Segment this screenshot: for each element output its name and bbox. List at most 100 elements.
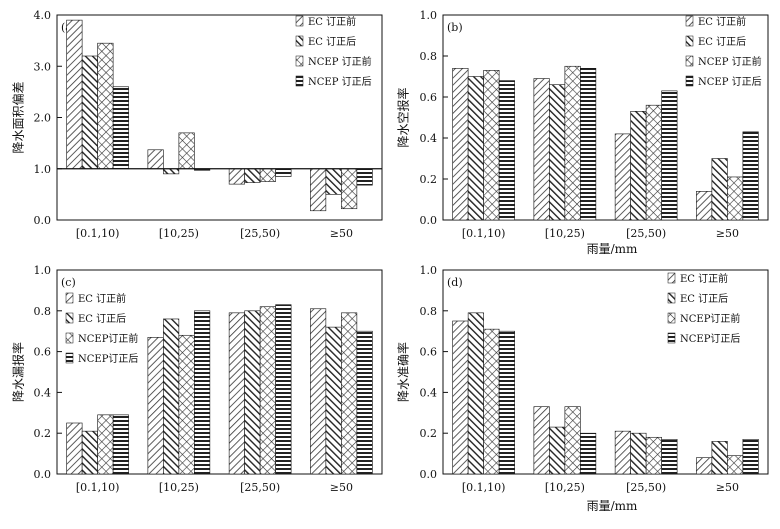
legend-swatch-2 bbox=[295, 35, 304, 47]
legend-swatch-3 bbox=[685, 55, 694, 67]
bar-3-3 bbox=[645, 436, 662, 475]
bar-4-4 bbox=[742, 131, 759, 221]
x-tick-label: ≥50 bbox=[716, 481, 739, 494]
legend-label-4: NCEP订正后 bbox=[680, 333, 740, 345]
bar-2-4 bbox=[325, 168, 342, 195]
chart-panel-1: 0.01.02.03.04.0(a)降水面积偏差[0.1,10)[10,25)[… bbox=[11, 9, 383, 240]
bar-1-2 bbox=[533, 406, 550, 475]
bar-3-3 bbox=[259, 168, 276, 182]
y-tick-label: 0.6 bbox=[34, 346, 52, 359]
bar-4-1 bbox=[498, 80, 515, 221]
legend-swatch-1 bbox=[295, 15, 304, 27]
bar-4-1 bbox=[112, 86, 129, 170]
y-tick-label: 0.0 bbox=[34, 214, 52, 227]
bar-2-1 bbox=[467, 76, 484, 221]
x-axis-title: 雨量/mm bbox=[587, 242, 638, 256]
bar-3-4 bbox=[341, 312, 358, 475]
x-tick-label: [25,50) bbox=[240, 481, 280, 494]
bar-3-2 bbox=[564, 406, 581, 475]
legend-label-3: NCEP 订正前 bbox=[308, 55, 372, 68]
bar-2-3 bbox=[244, 310, 261, 475]
legend-swatch-2 bbox=[65, 312, 74, 324]
bar-1-4 bbox=[696, 457, 713, 475]
legend-label-1: EC 订正前 bbox=[308, 15, 356, 28]
x-tick-label: ≥50 bbox=[330, 481, 353, 494]
y-tick-label: 0.0 bbox=[420, 214, 438, 227]
bar-2-2 bbox=[549, 84, 566, 221]
x-tick-label: [0.1,10) bbox=[462, 481, 506, 494]
bar-2-4 bbox=[711, 441, 728, 475]
bar-3-3 bbox=[645, 104, 662, 221]
bar-4-4 bbox=[356, 168, 373, 186]
y-tick-label: 0.4 bbox=[34, 386, 52, 399]
bar-2-4 bbox=[325, 326, 342, 475]
bar-1-2 bbox=[147, 337, 164, 475]
y-tick-label: 1.0 bbox=[420, 264, 438, 277]
bar-1-1 bbox=[66, 422, 83, 475]
y-tick-label: 1.0 bbox=[420, 9, 438, 22]
y-tick-label: 0.2 bbox=[420, 173, 438, 186]
legend-swatch-2 bbox=[667, 292, 676, 304]
x-tick-label: [0.1,10) bbox=[76, 227, 120, 240]
bar-4-3 bbox=[661, 439, 678, 475]
bar-3-4 bbox=[727, 176, 744, 221]
y-tick-label: 0.6 bbox=[420, 91, 438, 104]
bar-4-1 bbox=[112, 414, 129, 475]
bar-3-1 bbox=[97, 414, 114, 475]
y-tick-label: 3.0 bbox=[34, 60, 52, 73]
y-tick-label: 0.8 bbox=[420, 50, 438, 63]
bar-2-4 bbox=[711, 158, 728, 221]
bar-3-2 bbox=[178, 132, 195, 170]
x-tick-label: ≥50 bbox=[716, 227, 739, 240]
legend-swatch-1 bbox=[685, 15, 694, 27]
bar-1-3 bbox=[228, 168, 245, 185]
x-axis-title: 雨量/mm bbox=[587, 499, 638, 513]
plot-frame bbox=[56, 269, 383, 475]
y-axis-title: 降水空报率 bbox=[396, 87, 411, 147]
legend-label-1: EC 订正前 bbox=[78, 292, 126, 305]
bar-1-1 bbox=[452, 68, 469, 221]
bar-4-4 bbox=[742, 439, 759, 475]
y-tick-label: 0.0 bbox=[420, 468, 438, 481]
bar-3-1 bbox=[483, 328, 500, 475]
legend-swatch-3 bbox=[667, 312, 676, 324]
bar-1-4 bbox=[310, 168, 327, 212]
legend-label-1: EC 订正前 bbox=[680, 272, 728, 285]
bar-1-1 bbox=[66, 19, 83, 170]
legend-swatch-3 bbox=[295, 55, 304, 67]
legend-label-1: EC 订正前 bbox=[698, 15, 746, 28]
bar-4-3 bbox=[661, 90, 678, 221]
legend-label-3: NCEP订正前 bbox=[78, 332, 138, 345]
legend-label-4: NCEP订正后 bbox=[78, 353, 138, 365]
bar-1-3 bbox=[228, 312, 245, 475]
y-tick-label: 0.0 bbox=[34, 468, 52, 481]
x-tick-label: [0.1,10) bbox=[76, 481, 120, 494]
bar-1-4 bbox=[696, 191, 713, 221]
legend-swatch-4 bbox=[65, 352, 74, 364]
bar-2-3 bbox=[630, 432, 647, 475]
legend-label-2: EC 订正后 bbox=[698, 36, 746, 48]
panel-label: (b) bbox=[447, 21, 463, 34]
legend-label-4: NCEP 订正后 bbox=[698, 76, 762, 88]
legend-label-2: EC 订正后 bbox=[308, 36, 356, 48]
x-tick-label: [25,50) bbox=[240, 227, 280, 240]
bar-3-2 bbox=[178, 334, 195, 475]
bar-1-2 bbox=[533, 78, 550, 221]
bar-1-4 bbox=[310, 308, 327, 475]
bar-3-2 bbox=[564, 65, 581, 221]
bar-2-3 bbox=[630, 111, 647, 221]
legend-label-3: NCEP订正前 bbox=[680, 312, 740, 325]
y-tick-label: 1.0 bbox=[34, 264, 52, 277]
bar-4-3 bbox=[275, 304, 292, 475]
legend-label-3: NCEP 订正前 bbox=[698, 55, 762, 68]
legend-label-2: EC 订正后 bbox=[78, 313, 126, 325]
legend-label-2: EC 订正后 bbox=[680, 293, 728, 305]
bar-4-2 bbox=[580, 68, 597, 221]
legend-swatch-4 bbox=[667, 332, 676, 344]
y-axis-title: 降水面积偏差 bbox=[11, 81, 26, 153]
y-axis-title: 降水漏报率 bbox=[11, 342, 26, 402]
bar-3-1 bbox=[483, 70, 500, 221]
x-tick-label: [10,25) bbox=[159, 481, 199, 494]
legend-swatch-4 bbox=[685, 75, 694, 87]
